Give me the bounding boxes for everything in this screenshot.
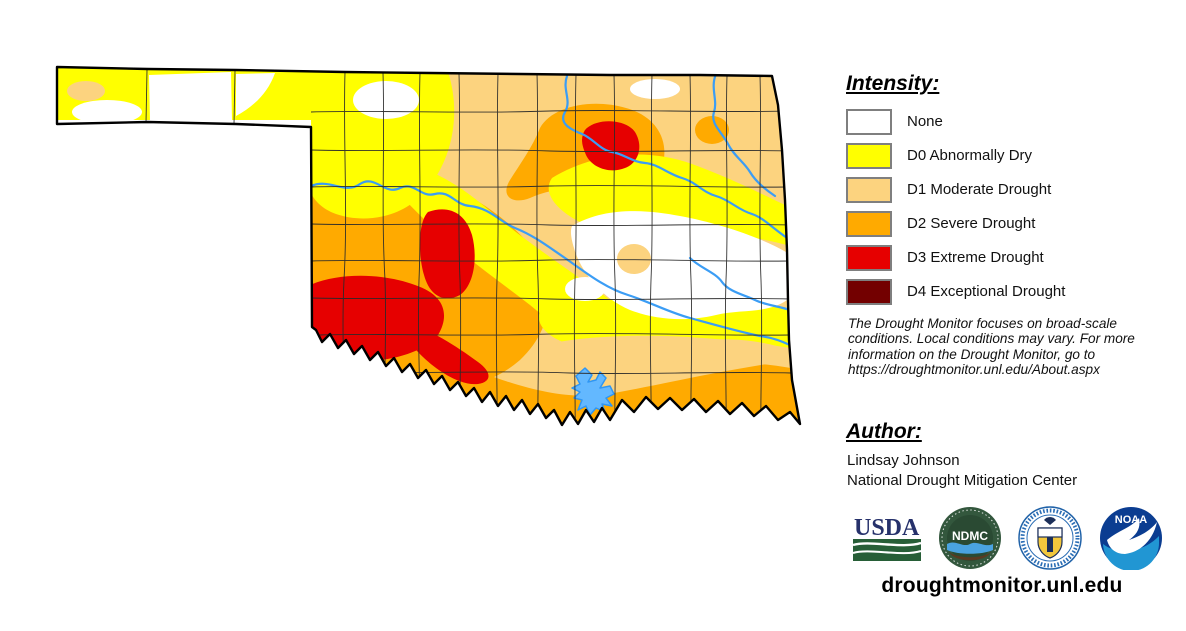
legend-label: D4 Exceptional Drought	[907, 283, 1066, 300]
commerce-seal-icon	[1018, 506, 1082, 570]
legend-item-d0: D0 Abnormally Dry	[846, 142, 1065, 169]
drought-region-d1-islands	[67, 81, 651, 274]
usda-logo-text: USDA	[854, 515, 920, 541]
ndmc-logo-text: NDMC	[952, 529, 988, 543]
site-url: droughtmonitor.unl.edu	[881, 574, 1123, 597]
disclaimer-text: The Drought Monitor focuses on broad-sca…	[848, 316, 1135, 378]
oklahoma-drought-map	[55, 65, 802, 427]
partner-logos: USDA NDMC NOAA	[852, 506, 1164, 570]
intensity-title: Intensity:	[846, 72, 940, 95]
river-lines	[309, 72, 792, 347]
legend-label: D2 Severe Drought	[907, 215, 1036, 232]
legend-item-d1: D1 Moderate Drought	[846, 176, 1065, 203]
legend-swatch-d0	[846, 142, 892, 169]
legend-label: D3 Extreme Drought	[907, 249, 1044, 266]
legend-item-d4: D4 Exceptional Drought	[846, 278, 1065, 305]
legend-swatch-d4	[846, 278, 892, 305]
author-title: Author:	[846, 420, 922, 443]
legend-label: D1 Moderate Drought	[907, 181, 1052, 198]
legend-label: D0 Abnormally Dry	[907, 147, 1033, 164]
author-organization: National Drought Mitigation Center	[847, 472, 1078, 490]
author-block: Lindsay Johnson National Drought Mitigat…	[847, 451, 1077, 492]
legend-swatch-d3	[846, 244, 892, 271]
legend-swatch-none	[846, 108, 892, 135]
ndmc-logo-icon: NDMC	[939, 507, 1001, 569]
noaa-logo-text: NOAA	[1115, 514, 1147, 526]
intensity-legend: None D0 Abnormally Dry D1 Moderate Droug…	[846, 108, 1065, 312]
legend-swatch-d1	[846, 176, 892, 203]
drought-region-none-patches	[72, 72, 787, 320]
legend-item-none: None	[846, 108, 1065, 135]
author-name: Lindsay Johnson	[847, 452, 960, 469]
legend-label: None	[907, 113, 943, 130]
legend-item-d3: D3 Extreme Drought	[846, 244, 1065, 271]
noaa-logo-icon: NOAA	[1100, 507, 1162, 570]
legend-swatch-d2	[846, 210, 892, 237]
oklahoma-state-outline	[55, 65, 802, 427]
legend-item-d2: D2 Severe Drought	[846, 210, 1065, 237]
usda-logo-icon: USDA	[852, 513, 922, 563]
